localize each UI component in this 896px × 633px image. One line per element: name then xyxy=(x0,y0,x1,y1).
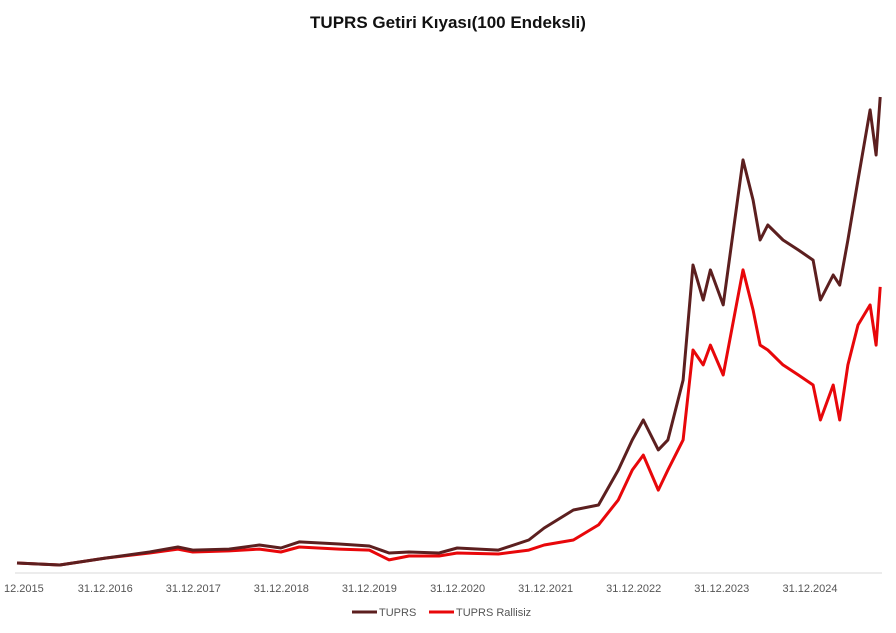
x-tick-label: 31.12.2018 xyxy=(254,583,309,595)
x-tick-label: 31.12.2017 xyxy=(166,583,221,595)
series-line-tuprs-rallisiz xyxy=(16,268,882,567)
x-tick-label: 31.12.2022 xyxy=(606,583,661,595)
legend-label-tuprs-rallisiz: TUPRS Rallisiz xyxy=(456,607,531,619)
x-tick-label: 31.12.2023 xyxy=(694,583,749,595)
x-axis-ticks: 12.2015 31.12.2016 31.12.2017 31.12.2018 31.… xyxy=(4,583,838,595)
x-tick-label: 12.2015 xyxy=(4,583,44,595)
legend-label-tuprs: TUPRS xyxy=(379,607,416,619)
x-tick-label: 31.12.2016 xyxy=(78,583,133,595)
plot-area xyxy=(16,96,882,567)
series-line-tuprs xyxy=(16,96,882,567)
x-tick-label: 31.12.2020 xyxy=(430,583,485,595)
x-tick-label: 31.12.2019 xyxy=(342,583,397,595)
chart-title: TUPRS Getiri Kıyası(100 Endeksli) xyxy=(310,13,586,32)
legend: TUPRS TUPRS Rallisiz xyxy=(352,607,531,619)
x-tick-label: 31.12.2021 xyxy=(518,583,573,595)
x-tick-label: 31.12.2024 xyxy=(782,583,837,595)
